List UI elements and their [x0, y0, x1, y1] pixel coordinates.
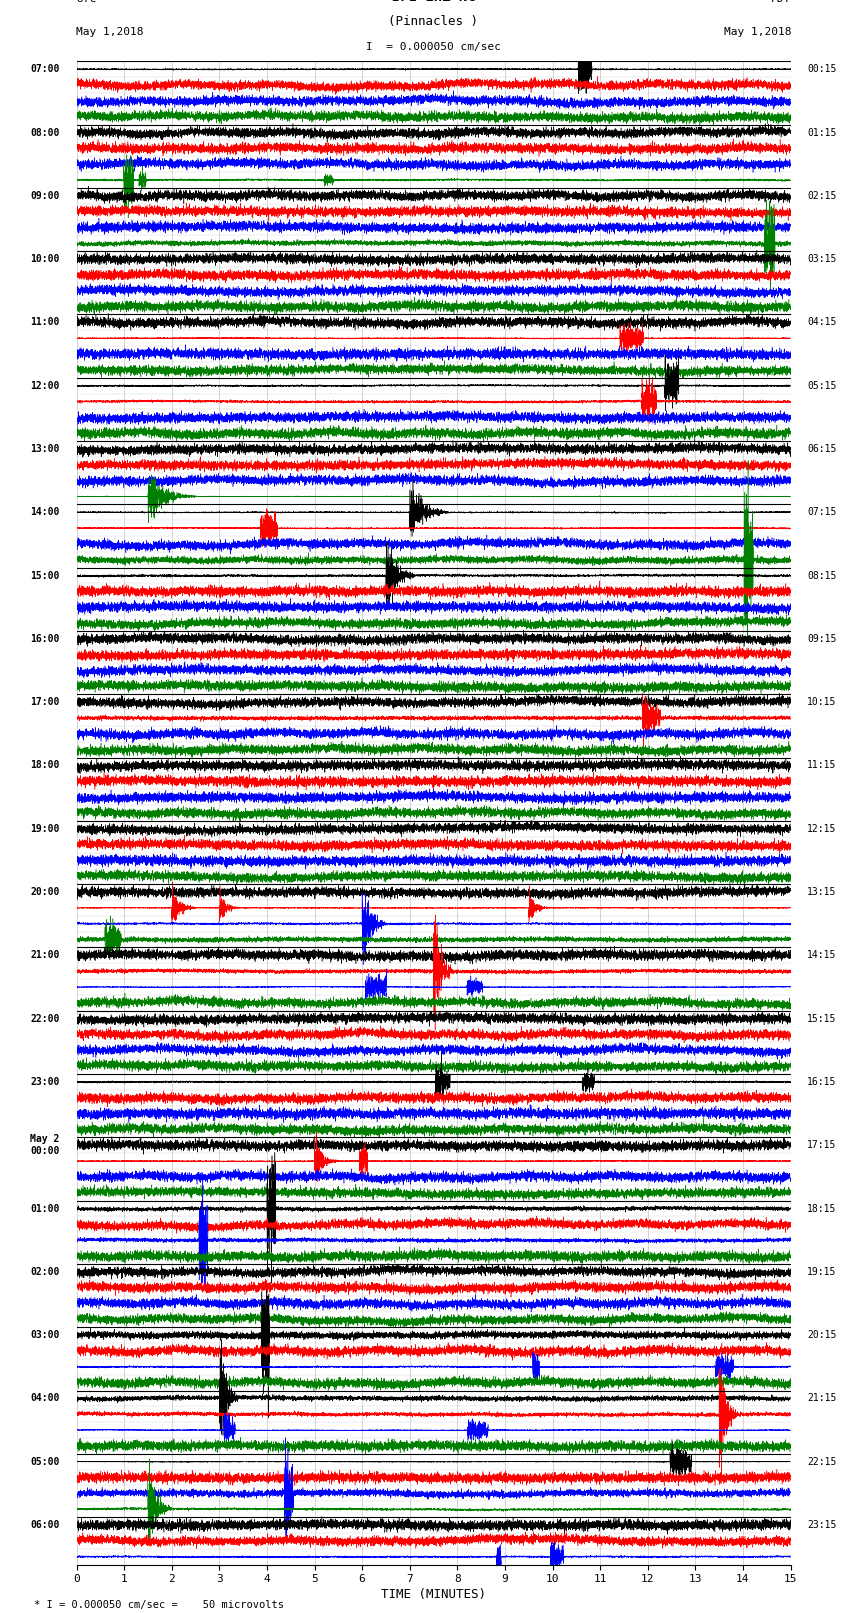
Text: 00:15: 00:15: [808, 65, 836, 74]
Text: 23:15: 23:15: [808, 1519, 836, 1531]
Text: 03:00: 03:00: [31, 1331, 60, 1340]
Text: UTC: UTC: [76, 0, 96, 5]
Text: 02:00: 02:00: [31, 1266, 60, 1277]
Text: (Pinnacles ): (Pinnacles ): [388, 15, 479, 27]
Text: 15:00: 15:00: [31, 571, 60, 581]
Text: 11:00: 11:00: [31, 318, 60, 327]
Text: 13:00: 13:00: [31, 444, 60, 453]
X-axis label: TIME (MINUTES): TIME (MINUTES): [381, 1589, 486, 1602]
Text: 04:00: 04:00: [31, 1394, 60, 1403]
Text: May 2
00:00: May 2 00:00: [31, 1134, 60, 1157]
Text: 21:15: 21:15: [808, 1394, 836, 1403]
Text: 06:00: 06:00: [31, 1519, 60, 1531]
Text: BPI EHZ NC: BPI EHZ NC: [392, 0, 475, 5]
Text: 20:00: 20:00: [31, 887, 60, 897]
Text: 03:15: 03:15: [808, 255, 836, 265]
Text: 09:15: 09:15: [808, 634, 836, 644]
Text: 13:15: 13:15: [808, 887, 836, 897]
Text: 17:00: 17:00: [31, 697, 60, 706]
Text: 17:15: 17:15: [808, 1140, 836, 1150]
Text: 10:00: 10:00: [31, 255, 60, 265]
Text: 02:15: 02:15: [808, 190, 836, 200]
Text: 08:15: 08:15: [808, 571, 836, 581]
Text: 20:15: 20:15: [808, 1331, 836, 1340]
Text: May 1,2018: May 1,2018: [76, 27, 144, 37]
Text: 11:15: 11:15: [808, 760, 836, 771]
Text: 09:00: 09:00: [31, 190, 60, 200]
Text: 16:00: 16:00: [31, 634, 60, 644]
Text: 15:15: 15:15: [808, 1013, 836, 1024]
Text: * I = 0.000050 cm/sec =    50 microvolts: * I = 0.000050 cm/sec = 50 microvolts: [34, 1600, 284, 1610]
Text: I  = 0.000050 cm/sec: I = 0.000050 cm/sec: [366, 42, 501, 52]
Text: 01:00: 01:00: [31, 1203, 60, 1213]
Text: 18:15: 18:15: [808, 1203, 836, 1213]
Text: 18:00: 18:00: [31, 760, 60, 771]
Text: 14:15: 14:15: [808, 950, 836, 960]
Text: 07:00: 07:00: [31, 65, 60, 74]
Text: 01:15: 01:15: [808, 127, 836, 137]
Text: 23:00: 23:00: [31, 1077, 60, 1087]
Text: 22:00: 22:00: [31, 1013, 60, 1024]
Text: 21:00: 21:00: [31, 950, 60, 960]
Text: May 1,2018: May 1,2018: [723, 27, 791, 37]
Text: 12:15: 12:15: [808, 824, 836, 834]
Text: 14:00: 14:00: [31, 508, 60, 518]
Text: 16:15: 16:15: [808, 1077, 836, 1087]
Text: 07:15: 07:15: [808, 508, 836, 518]
Text: 12:00: 12:00: [31, 381, 60, 390]
Text: PDT: PDT: [771, 0, 791, 5]
Text: 05:15: 05:15: [808, 381, 836, 390]
Text: 05:00: 05:00: [31, 1457, 60, 1466]
Text: 08:00: 08:00: [31, 127, 60, 137]
Text: 04:15: 04:15: [808, 318, 836, 327]
Text: 06:15: 06:15: [808, 444, 836, 453]
Text: 10:15: 10:15: [808, 697, 836, 706]
Text: 22:15: 22:15: [808, 1457, 836, 1466]
Text: 19:15: 19:15: [808, 1266, 836, 1277]
Text: 19:00: 19:00: [31, 824, 60, 834]
